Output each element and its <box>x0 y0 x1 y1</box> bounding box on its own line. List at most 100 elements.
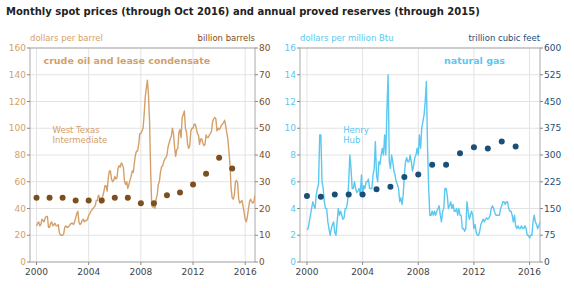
x-tick-label: 2012 <box>462 267 485 277</box>
tick-mark <box>297 101 300 102</box>
grid-line <box>300 128 540 129</box>
tick-mark <box>140 262 141 265</box>
x-tick-label: 2000 <box>25 267 48 277</box>
y-tick-label: 140 <box>9 70 26 80</box>
y2-tick-label: 60 <box>259 97 271 107</box>
grid-line <box>193 48 194 262</box>
tick-mark <box>297 74 300 75</box>
tick-mark <box>306 262 307 265</box>
tick-mark <box>540 208 543 209</box>
y-tick-label: 120 <box>9 97 26 107</box>
tick-mark <box>418 262 419 265</box>
tick-mark <box>255 181 258 182</box>
tick-mark <box>297 235 300 236</box>
y-tick-label: 2 <box>290 230 296 240</box>
reserve-point <box>429 162 435 168</box>
reserve-point <box>401 174 407 180</box>
tick-mark <box>27 155 30 156</box>
grid-line <box>30 155 255 156</box>
grid-line <box>30 181 255 182</box>
tick-mark <box>297 155 300 156</box>
tick-mark <box>255 155 258 156</box>
y2-tick-label: 525 <box>544 70 561 80</box>
reserve-point <box>138 200 144 206</box>
y2-axis-label: trillion cubic feet <box>468 33 540 43</box>
y2-tick-label: 75 <box>544 230 555 240</box>
plot-frame <box>300 48 540 262</box>
reserve-point <box>34 195 40 201</box>
tick-mark <box>297 181 300 182</box>
reserve-point <box>60 195 66 201</box>
series-label: West TexasIntermediate <box>53 125 108 145</box>
tick-mark <box>27 208 30 209</box>
reserve-point <box>387 184 393 190</box>
grid-line <box>140 48 141 262</box>
reserve-point <box>164 192 170 198</box>
y-tick-label: 6 <box>290 177 296 187</box>
y-tick-label: 20 <box>15 230 27 240</box>
data-group <box>34 80 255 235</box>
tick-mark <box>540 235 543 236</box>
grid-line <box>300 155 540 156</box>
y2-tick-label: 225 <box>544 177 561 187</box>
reserve-point <box>374 186 380 192</box>
x-tick-label: 2004 <box>77 267 100 277</box>
reserve-point <box>513 143 519 149</box>
y2-tick-label: 20 <box>259 204 271 214</box>
grid-line <box>88 48 89 262</box>
x-tick-label: 2008 <box>407 267 430 277</box>
y2-tick-label: 10 <box>259 230 271 240</box>
reserve-point <box>73 197 79 203</box>
reserve-point <box>203 171 209 177</box>
tick-mark <box>297 48 300 49</box>
y2-tick-label: 80 <box>259 43 271 53</box>
y2-tick-label: 150 <box>544 204 561 214</box>
y2-tick-label: 70 <box>259 70 271 80</box>
reserve-point <box>457 150 463 156</box>
reserve-point <box>443 162 449 168</box>
y2-tick-label: 0 <box>259 257 265 267</box>
y-tick-label: 12 <box>285 97 296 107</box>
grid-line <box>300 181 540 182</box>
tick-mark <box>255 208 258 209</box>
y-tick-label: 10 <box>285 123 297 133</box>
tick-mark <box>27 262 30 263</box>
x-tick-label: 2000 <box>296 267 319 277</box>
grid-line <box>300 74 540 75</box>
plot-frame <box>30 48 255 262</box>
tick-mark <box>540 262 543 263</box>
x-tick-label: 2008 <box>129 267 152 277</box>
tick-mark <box>27 48 30 49</box>
tick-mark <box>27 101 30 102</box>
y-tick-label: 16 <box>285 43 297 53</box>
tick-mark <box>540 128 543 129</box>
reserve-point <box>471 144 477 150</box>
series-label: HenryHub <box>343 125 369 145</box>
chart-root: Monthly spot prices (through Oct 2016) a… <box>0 0 574 288</box>
reserve-point <box>499 138 505 144</box>
annotation: natural gas <box>444 55 505 66</box>
tick-mark <box>540 48 543 49</box>
tick-mark <box>473 262 474 265</box>
tick-mark <box>540 181 543 182</box>
y2-tick-label: 0 <box>544 257 550 267</box>
reserve-point <box>415 172 421 178</box>
tick-mark <box>297 128 300 129</box>
y2-tick-label: 30 <box>259 177 271 187</box>
tick-mark <box>255 101 258 102</box>
grid-line <box>473 48 474 262</box>
x-tick-label: 2016 <box>234 267 257 277</box>
grid-line <box>245 48 246 262</box>
y-axis-label: dollars per barrel <box>30 33 103 43</box>
reserve-point <box>112 195 118 201</box>
tick-mark <box>540 74 543 75</box>
tick-mark <box>27 128 30 129</box>
reserve-point <box>177 189 183 195</box>
tick-mark <box>540 101 543 102</box>
y-tick-label: 60 <box>15 177 27 187</box>
reserve-point <box>332 192 338 198</box>
reserve-point <box>86 197 92 203</box>
y2-tick-label: 50 <box>259 123 271 133</box>
grid-line <box>30 74 255 75</box>
x-tick-label: 2012 <box>182 267 205 277</box>
